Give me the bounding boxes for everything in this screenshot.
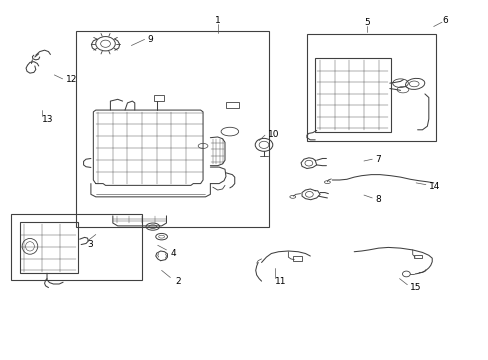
Bar [413, 255, 421, 258]
Bar [226, 102, 238, 108]
Bar [76, 31, 268, 226]
Text: 12: 12 [65, 75, 77, 84]
Text: 6: 6 [441, 16, 447, 25]
Bar [306, 34, 435, 140]
Text: 9: 9 [147, 35, 152, 44]
Text: 8: 8 [374, 195, 380, 204]
Text: 2: 2 [175, 276, 181, 285]
Text: 15: 15 [409, 283, 421, 292]
Bar [154, 95, 163, 101]
Text: 10: 10 [267, 130, 279, 139]
Text: 3: 3 [87, 240, 93, 249]
Bar [315, 58, 390, 132]
Bar [293, 256, 302, 261]
Text: 11: 11 [275, 276, 286, 285]
Bar [20, 222, 78, 273]
Text: 4: 4 [170, 249, 176, 258]
Text: 13: 13 [42, 114, 54, 123]
Text: 1: 1 [214, 16, 220, 25]
Bar [11, 214, 142, 280]
Text: 5: 5 [364, 18, 369, 27]
Text: 7: 7 [374, 155, 380, 164]
Text: 14: 14 [428, 181, 439, 190]
